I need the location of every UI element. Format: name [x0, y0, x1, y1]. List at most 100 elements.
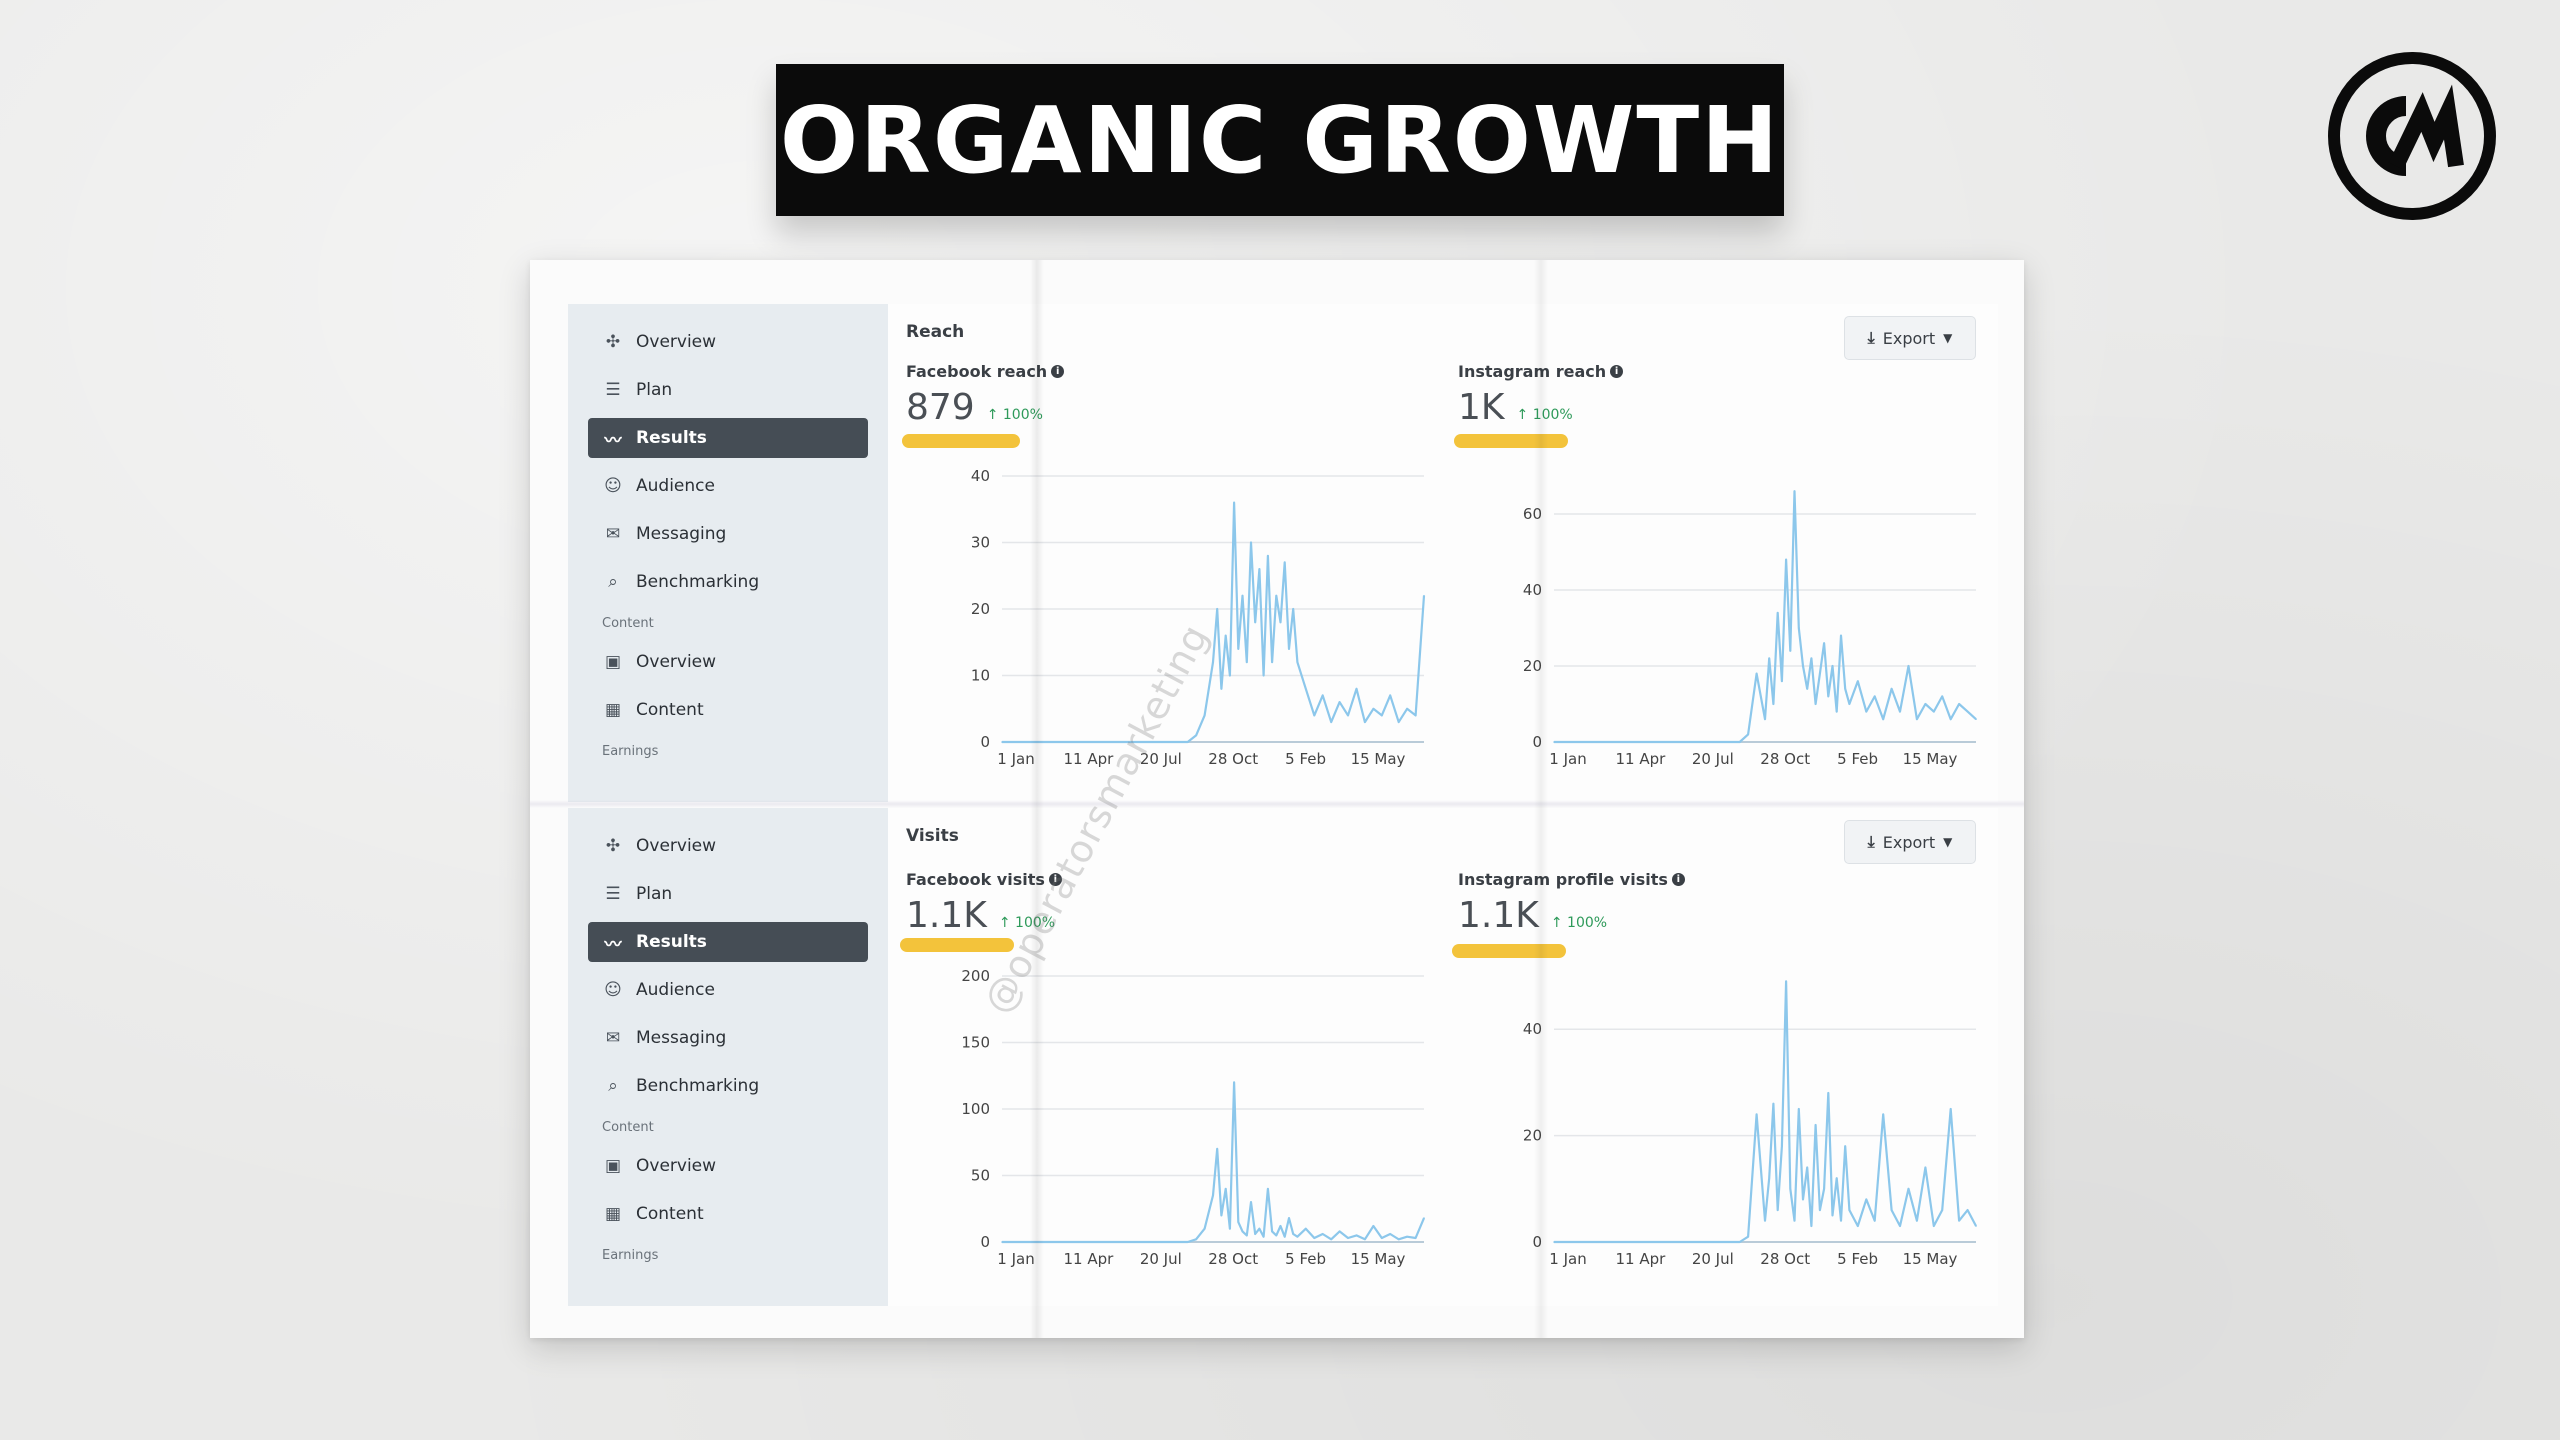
data-point	[1283, 1235, 1286, 1238]
sidebar-item-messaging[interactable]: ✉ Messaging	[588, 514, 868, 554]
data-point	[1764, 1219, 1766, 1222]
data-point	[1802, 665, 1804, 667]
sidebar-item-label: Messaging	[636, 524, 727, 544]
data-point	[1933, 710, 1935, 713]
sidebar-item-results[interactable]: 〰 Results	[588, 418, 868, 458]
data-point	[1001, 741, 1003, 743]
data-point	[1279, 621, 1282, 624]
sidebar-item-label: Overview	[636, 332, 717, 352]
x-tick-label: 15 May	[1903, 750, 1958, 768]
sidebar-item-overview[interactable]: ▣ Overview	[588, 1146, 868, 1186]
y-tick-label: 40	[971, 467, 990, 485]
sidebar-section-label: Earnings	[602, 1248, 659, 1263]
data-point	[1848, 703, 1851, 705]
data-point	[1835, 1177, 1838, 1179]
data-point	[1730, 1241, 1733, 1243]
data-point	[1283, 561, 1286, 564]
sidebar-item-benchmarking[interactable]: ⌕ Benchmarking	[588, 562, 868, 602]
sidebar-item-overview[interactable]: ✣ Overview	[588, 322, 868, 362]
data-point	[1245, 661, 1248, 663]
data-point	[1296, 661, 1299, 663]
data-point	[1882, 1113, 1884, 1116]
sidebar-item-overview[interactable]: ✣ Overview	[588, 826, 868, 866]
export-button[interactable]: ⤓ Export ▼	[1844, 316, 1976, 360]
y-tick-label: 0	[1532, 733, 1542, 751]
info-icon[interactable]: i	[1671, 873, 1685, 886]
data-point	[1241, 594, 1244, 597]
facebook-reach-metric: Facebook reach i 879 ↑ 100%	[906, 362, 1065, 428]
sidebar-item-audience[interactable]: ☺ Audience	[588, 970, 868, 1010]
sidebar-item-benchmarking[interactable]: ⌕ Benchmarking	[588, 1066, 868, 1106]
info-icon[interactable]: i	[1048, 873, 1062, 886]
highlight-underline	[1454, 434, 1568, 448]
visits-section: Visits ⤓ Export ▼ Facebook visits i 1.1K…	[888, 808, 1998, 1306]
data-point	[1941, 1209, 1944, 1211]
x-tick-label: 11 Apr	[1615, 750, 1666, 768]
y-tick-label: 20	[1523, 657, 1542, 675]
data-point	[1768, 657, 1771, 660]
export-button[interactable]: ⤓ Export ▼	[1844, 820, 1976, 864]
y-tick-label: 40	[1523, 581, 1542, 599]
data-point	[1890, 688, 1893, 690]
data-point	[1397, 1238, 1400, 1241]
sidebar-item-plan[interactable]: ☰ Plan	[588, 370, 868, 410]
data-point	[1713, 1241, 1716, 1243]
data-point	[1085, 741, 1088, 743]
line-chart: 0 20 40 60 1 Jan 11 Apr 20 Jul 28 Oct 5 Feb 15 Ma…	[1523, 490, 1977, 768]
data-point	[1423, 594, 1425, 597]
data-point	[1233, 1081, 1235, 1084]
x-tick-label: 1 Jan	[997, 1250, 1034, 1268]
data-point	[1161, 741, 1164, 743]
data-point	[1781, 1145, 1783, 1148]
sidebar-item-content[interactable]: ▦ Content	[588, 690, 868, 730]
data-point	[1043, 1241, 1045, 1243]
data-point	[1873, 1219, 1876, 1222]
data-point	[1271, 1230, 1273, 1233]
data-point	[1747, 733, 1749, 736]
benchmarking-icon: ⌕	[608, 572, 618, 592]
data-point	[1755, 672, 1758, 675]
data-point	[1313, 714, 1316, 717]
metric-value: 1.1K	[1458, 895, 1539, 936]
data-point	[1279, 1225, 1282, 1227]
sidebar-item-audience[interactable]: ☺ Audience	[588, 466, 868, 506]
sidebar-item-content[interactable]: ▦ Content	[588, 1194, 868, 1234]
sidebar-item-label: Audience	[636, 476, 715, 496]
x-tick-label: 5 Feb	[1285, 1250, 1326, 1268]
data-point	[1085, 1241, 1088, 1243]
sidebar-item-plan[interactable]: ☰ Plan	[588, 874, 868, 914]
sidebar-item-overview[interactable]: ▣ Overview	[588, 642, 868, 682]
facebook-visits-metric: Facebook visits i 1.1K ↑ 100%	[906, 870, 1062, 936]
data-point	[1755, 1113, 1758, 1116]
data-point	[1890, 1209, 1893, 1211]
sidebar-item-results[interactable]: 〰 Results	[588, 922, 868, 962]
data-point	[1738, 741, 1741, 743]
data-point	[1372, 707, 1375, 710]
data-point	[1776, 612, 1779, 614]
audience-icon: ☺	[604, 476, 622, 496]
data-point	[1330, 721, 1332, 723]
y-tick-label: 40	[1523, 1020, 1542, 1038]
data-series-line	[1554, 980, 1977, 1244]
data-point	[1637, 1241, 1640, 1243]
data-series-line	[1002, 1081, 1426, 1244]
data-point	[1381, 714, 1383, 717]
line-chart: 0 20 40 1 Jan 11 Apr 20 Jul 28 Oct 5 Feb 15 May	[1523, 980, 1977, 1268]
info-icon[interactable]: i	[1051, 365, 1065, 378]
data-point	[1958, 1219, 1960, 1222]
metric-change: ↑ 100%	[1550, 915, 1608, 931]
info-icon[interactable]: i	[1610, 365, 1624, 378]
sidebar-item-messaging[interactable]: ✉ Messaging	[588, 1018, 868, 1058]
sidebar-item-label: Benchmarking	[636, 1076, 760, 1096]
y-tick-label: 20	[1523, 1127, 1542, 1145]
data-point	[1288, 1217, 1290, 1219]
export-label: Export	[1882, 328, 1936, 348]
data-point	[1907, 1188, 1910, 1190]
data-point	[1679, 1241, 1682, 1243]
x-tick-label: 28 Oct	[1208, 1250, 1258, 1268]
data-point	[1275, 1234, 1278, 1237]
data-point	[1406, 1235, 1408, 1238]
metric-change: ↑ 100%	[986, 407, 1043, 423]
data-point	[1241, 1230, 1244, 1233]
data-point	[1203, 714, 1206, 717]
